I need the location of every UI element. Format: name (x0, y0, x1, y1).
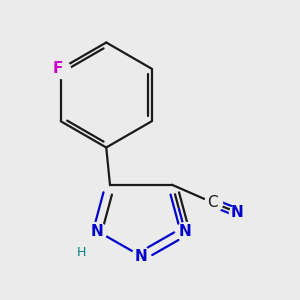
Text: N: N (231, 205, 244, 220)
Text: N: N (91, 224, 104, 239)
Text: N: N (178, 224, 191, 239)
Text: C: C (207, 195, 218, 210)
Text: N: N (135, 249, 148, 264)
Text: F: F (53, 61, 64, 76)
Text: H: H (76, 246, 86, 259)
